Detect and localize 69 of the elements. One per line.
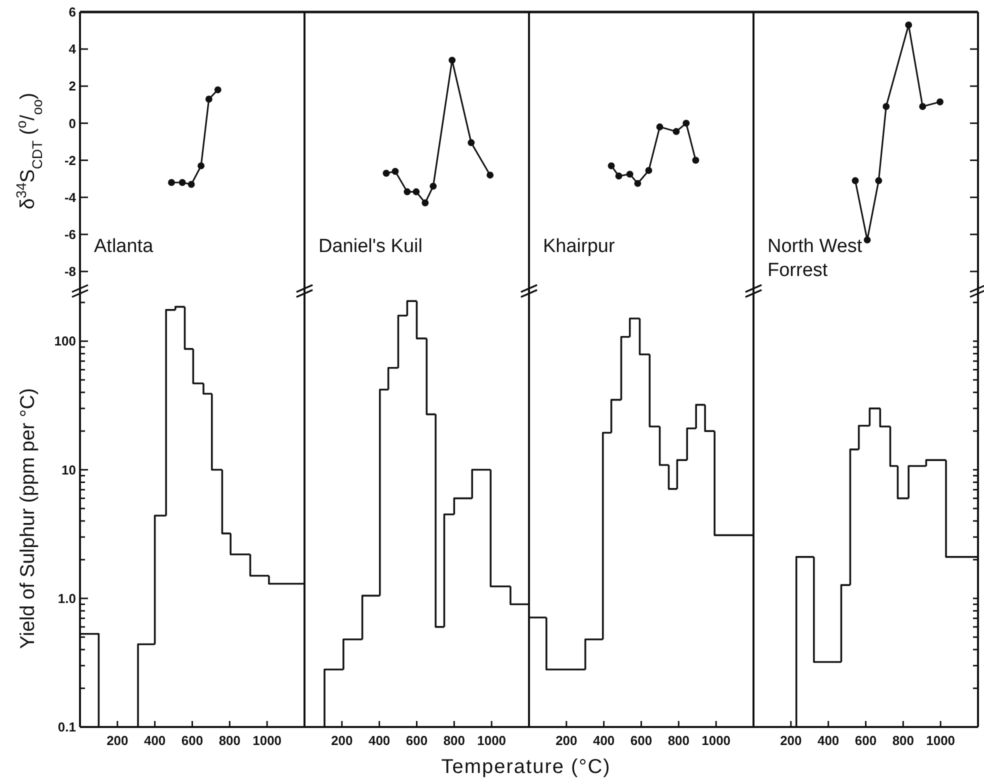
point bbox=[608, 162, 615, 170]
x-tick-label: 400 bbox=[144, 733, 166, 748]
x-tick-label: 400 bbox=[368, 733, 390, 748]
point bbox=[852, 177, 859, 184]
point bbox=[392, 168, 399, 175]
point bbox=[882, 103, 890, 110]
point bbox=[682, 120, 690, 127]
x-tick-label: 800 bbox=[443, 733, 466, 748]
point bbox=[615, 172, 622, 180]
point bbox=[672, 128, 680, 136]
x-tick-label: 200 bbox=[106, 733, 128, 748]
x-tick-label: 200 bbox=[780, 733, 802, 748]
x-tick-label: 400 bbox=[817, 733, 840, 748]
point bbox=[468, 139, 475, 146]
point bbox=[205, 96, 212, 103]
x-tick-label: 600 bbox=[630, 733, 652, 748]
point bbox=[430, 182, 437, 190]
point bbox=[875, 177, 882, 184]
point bbox=[404, 188, 411, 196]
x-tick-label: 200 bbox=[331, 733, 353, 748]
x-axis-title: Temperature (°C) bbox=[441, 756, 611, 778]
y-tick-label: 1.0 bbox=[58, 590, 76, 606]
x-tick-label: 600 bbox=[854, 733, 877, 748]
y-tick-label: 100 bbox=[54, 334, 76, 349]
point bbox=[486, 172, 494, 179]
x-tick-label: 400 bbox=[592, 733, 615, 748]
y-tick-label: -4 bbox=[64, 190, 77, 205]
point bbox=[198, 162, 205, 170]
y-tick-label: -6 bbox=[64, 226, 76, 242]
point bbox=[412, 188, 420, 196]
point bbox=[626, 170, 634, 178]
point bbox=[656, 123, 664, 130]
point bbox=[936, 98, 944, 106]
point bbox=[905, 22, 912, 28]
x-tick-label: 800 bbox=[892, 733, 914, 748]
x-tick-label: 800 bbox=[668, 733, 690, 748]
x-tick-label: 1000 bbox=[252, 733, 282, 748]
x-tick-label: 1000 bbox=[477, 733, 506, 748]
y-tick-label: 0 bbox=[68, 116, 76, 131]
point bbox=[168, 179, 175, 186]
y-axis-title: Yield of Sulphur (ppm per °C) bbox=[17, 388, 39, 649]
x-tick-label: 1000 bbox=[926, 733, 956, 748]
text: Atlanta bbox=[94, 236, 154, 257]
x-tick-label: 600 bbox=[181, 733, 204, 748]
point bbox=[382, 170, 390, 177]
point bbox=[422, 199, 429, 206]
x-tick-label: 1000 bbox=[702, 733, 731, 748]
point bbox=[448, 56, 456, 64]
x-tick-label: 800 bbox=[218, 733, 241, 748]
y-tick-label: 10 bbox=[62, 462, 76, 478]
point bbox=[214, 86, 222, 94]
x-tick-label: 600 bbox=[406, 733, 428, 748]
point bbox=[188, 180, 195, 188]
y-tick-label: -2 bbox=[64, 152, 76, 168]
x-tick-label: 200 bbox=[556, 733, 578, 748]
y-tick-label: 4 bbox=[68, 42, 77, 57]
y-tick-label: 6 bbox=[68, 4, 76, 20]
point bbox=[178, 179, 186, 186]
y-tick-label: 2 bbox=[68, 78, 76, 94]
text: North West Forrest bbox=[768, 236, 863, 281]
y-tick-label: 0.1 bbox=[58, 720, 76, 735]
point bbox=[864, 236, 871, 244]
point bbox=[634, 180, 642, 187]
point bbox=[919, 103, 926, 110]
point bbox=[692, 156, 700, 164]
text: Daniel's Kuil bbox=[318, 236, 422, 257]
y-tick-label: -8 bbox=[64, 264, 76, 280]
point bbox=[645, 166, 652, 174]
text: Khairpur bbox=[543, 236, 616, 257]
